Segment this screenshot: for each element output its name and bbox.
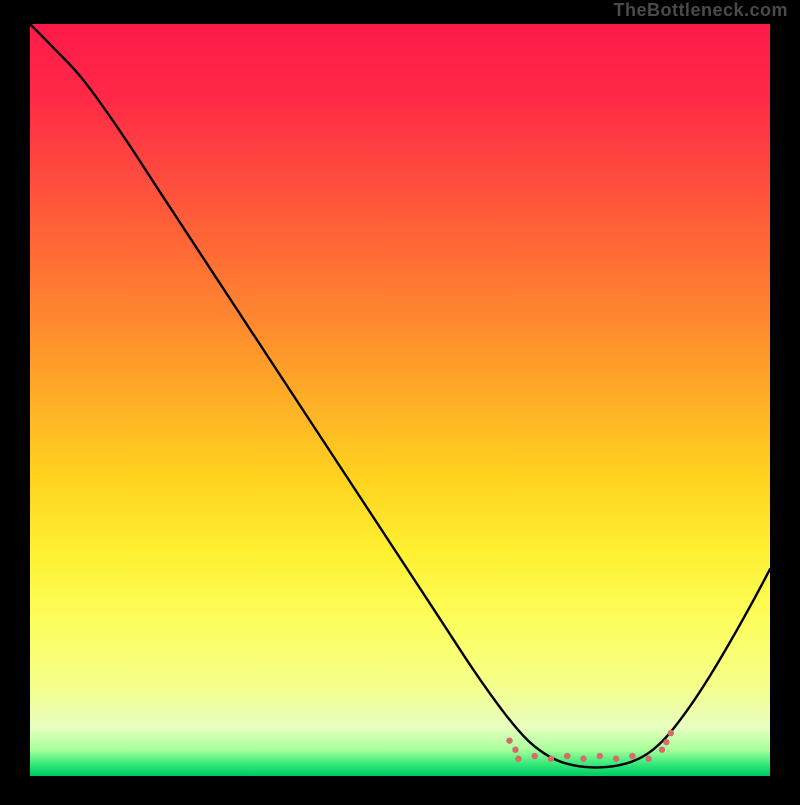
range-dot <box>668 730 674 736</box>
range-dot <box>515 756 521 762</box>
range-dot <box>531 753 537 759</box>
range-dot <box>580 756 586 762</box>
range-dot <box>506 737 512 743</box>
chart-svg <box>0 0 800 800</box>
range-dot <box>613 756 619 762</box>
range-dot <box>512 746 518 752</box>
watermark-label: TheBottleneck.com <box>613 0 788 21</box>
range-dot <box>564 753 570 759</box>
bottleneck-chart: TheBottleneck.com <box>0 0 800 800</box>
chart-plot-area <box>30 24 770 776</box>
range-dot <box>597 753 603 759</box>
range-dot <box>548 756 554 762</box>
range-dot <box>663 739 669 745</box>
range-dot <box>629 753 635 759</box>
range-dot <box>659 746 665 752</box>
range-dot <box>645 756 651 762</box>
